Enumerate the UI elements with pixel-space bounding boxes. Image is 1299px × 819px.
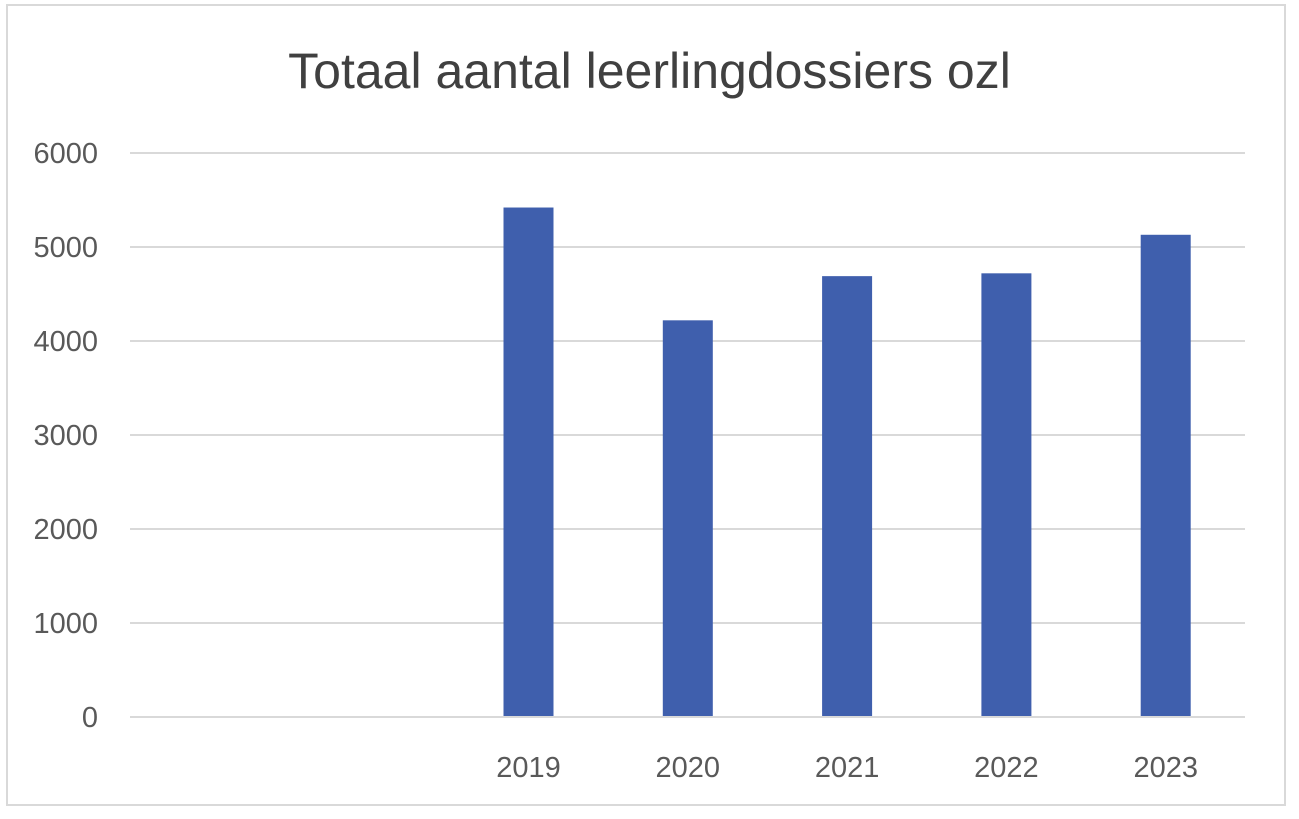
chart-title: Totaal aantal leerlingdossiers ozl <box>288 43 1011 99</box>
bar-2022 <box>981 273 1032 717</box>
y-tick-label: 4000 <box>33 326 98 358</box>
bar-2019 <box>503 207 554 717</box>
x-tick-label: 2021 <box>815 752 880 784</box>
y-axis-tick-labels: 0 1000 2000 3000 4000 5000 6000 <box>33 138 98 734</box>
y-tick-label: 2000 <box>33 514 98 546</box>
y-tick-label: 3000 <box>33 420 98 452</box>
chart-area <box>6 4 1286 806</box>
y-tick-label: 6000 <box>33 138 98 170</box>
x-tick-label: 2023 <box>1133 752 1198 784</box>
bar-2023 <box>1140 234 1191 717</box>
x-tick-label: 2020 <box>656 752 721 784</box>
y-tick-label: 1000 <box>33 608 98 640</box>
bar-2020 <box>662 320 713 717</box>
x-axis-tick-labels: 2019 2020 2021 2022 2023 <box>496 752 1198 784</box>
x-tick-label: 2019 <box>496 752 561 784</box>
bar-series <box>503 207 1191 717</box>
x-tick-label: 2022 <box>974 752 1039 784</box>
y-tick-label: 0 <box>82 702 98 734</box>
bar-2021 <box>822 276 873 717</box>
y-tick-label: 5000 <box>33 232 98 264</box>
